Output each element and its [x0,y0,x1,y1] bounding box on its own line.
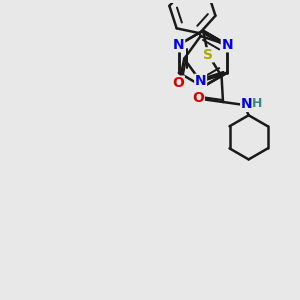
Text: O: O [192,92,204,106]
Text: H: H [251,97,262,110]
Text: N: N [195,74,206,88]
Text: N: N [173,38,184,52]
Text: S: S [203,48,213,62]
Text: N: N [221,38,233,52]
Text: N: N [241,98,252,111]
Text: O: O [172,76,184,90]
